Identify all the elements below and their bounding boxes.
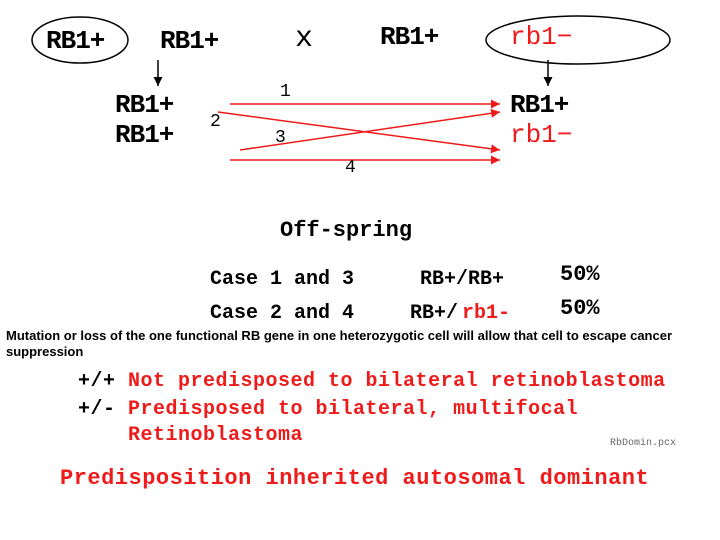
explain2-prefix: +/-: [78, 398, 128, 421]
parent1-allele-b: RB1+: [160, 26, 218, 56]
case13-pct: 50%: [560, 262, 600, 287]
parent2-allele-b: rb1−: [510, 22, 572, 52]
filename-label: RbDomin.pcx: [610, 438, 676, 449]
cross-num-3: 3: [275, 128, 286, 148]
cross-num-4: 4: [345, 158, 356, 178]
final-line: Predisposition inherited autosomal domin…: [60, 466, 649, 491]
explain1-prefix: +/+: [78, 370, 128, 393]
gamete-left-1: RB1+: [115, 90, 173, 120]
gamete-right-1: RB1+: [510, 90, 568, 120]
gamete-left-2: RB1+: [115, 120, 173, 150]
explain-line-2: +/- Predisposed to bilateral, multifocal: [78, 398, 578, 421]
case24-pct: 50%: [560, 296, 600, 321]
case24-genotype-b: rb1-: [462, 302, 510, 325]
explain-line-3: Retinoblastoma: [128, 424, 303, 447]
offspring-heading: Off-spring: [280, 218, 412, 243]
case13-genotype: RB+/RB+: [420, 268, 504, 291]
case24-genotype-a: RB+/: [410, 302, 458, 325]
explain2-text: Predisposed to bilateral, multifocal: [128, 398, 578, 421]
gamete-right-2: rb1−: [510, 120, 572, 150]
parent1-allele-a: RB1+: [46, 26, 104, 56]
diagram-svg: [0, 0, 720, 540]
mutation-note: Mutation or loss of the one functional R…: [6, 328, 706, 361]
case13-label: Case 1 and 3: [210, 268, 354, 291]
cross-symbol: x: [295, 22, 313, 56]
parent2-allele-a: RB1+: [380, 22, 438, 52]
explain1-text: Not predisposed to bilateral retinoblast…: [128, 370, 666, 393]
case24-label: Case 2 and 4: [210, 302, 354, 325]
cross-num-1: 1: [280, 82, 291, 102]
cross-num-2: 2: [210, 112, 221, 132]
explain-line-1: +/+ Not predisposed to bilateral retinob…: [78, 370, 666, 393]
